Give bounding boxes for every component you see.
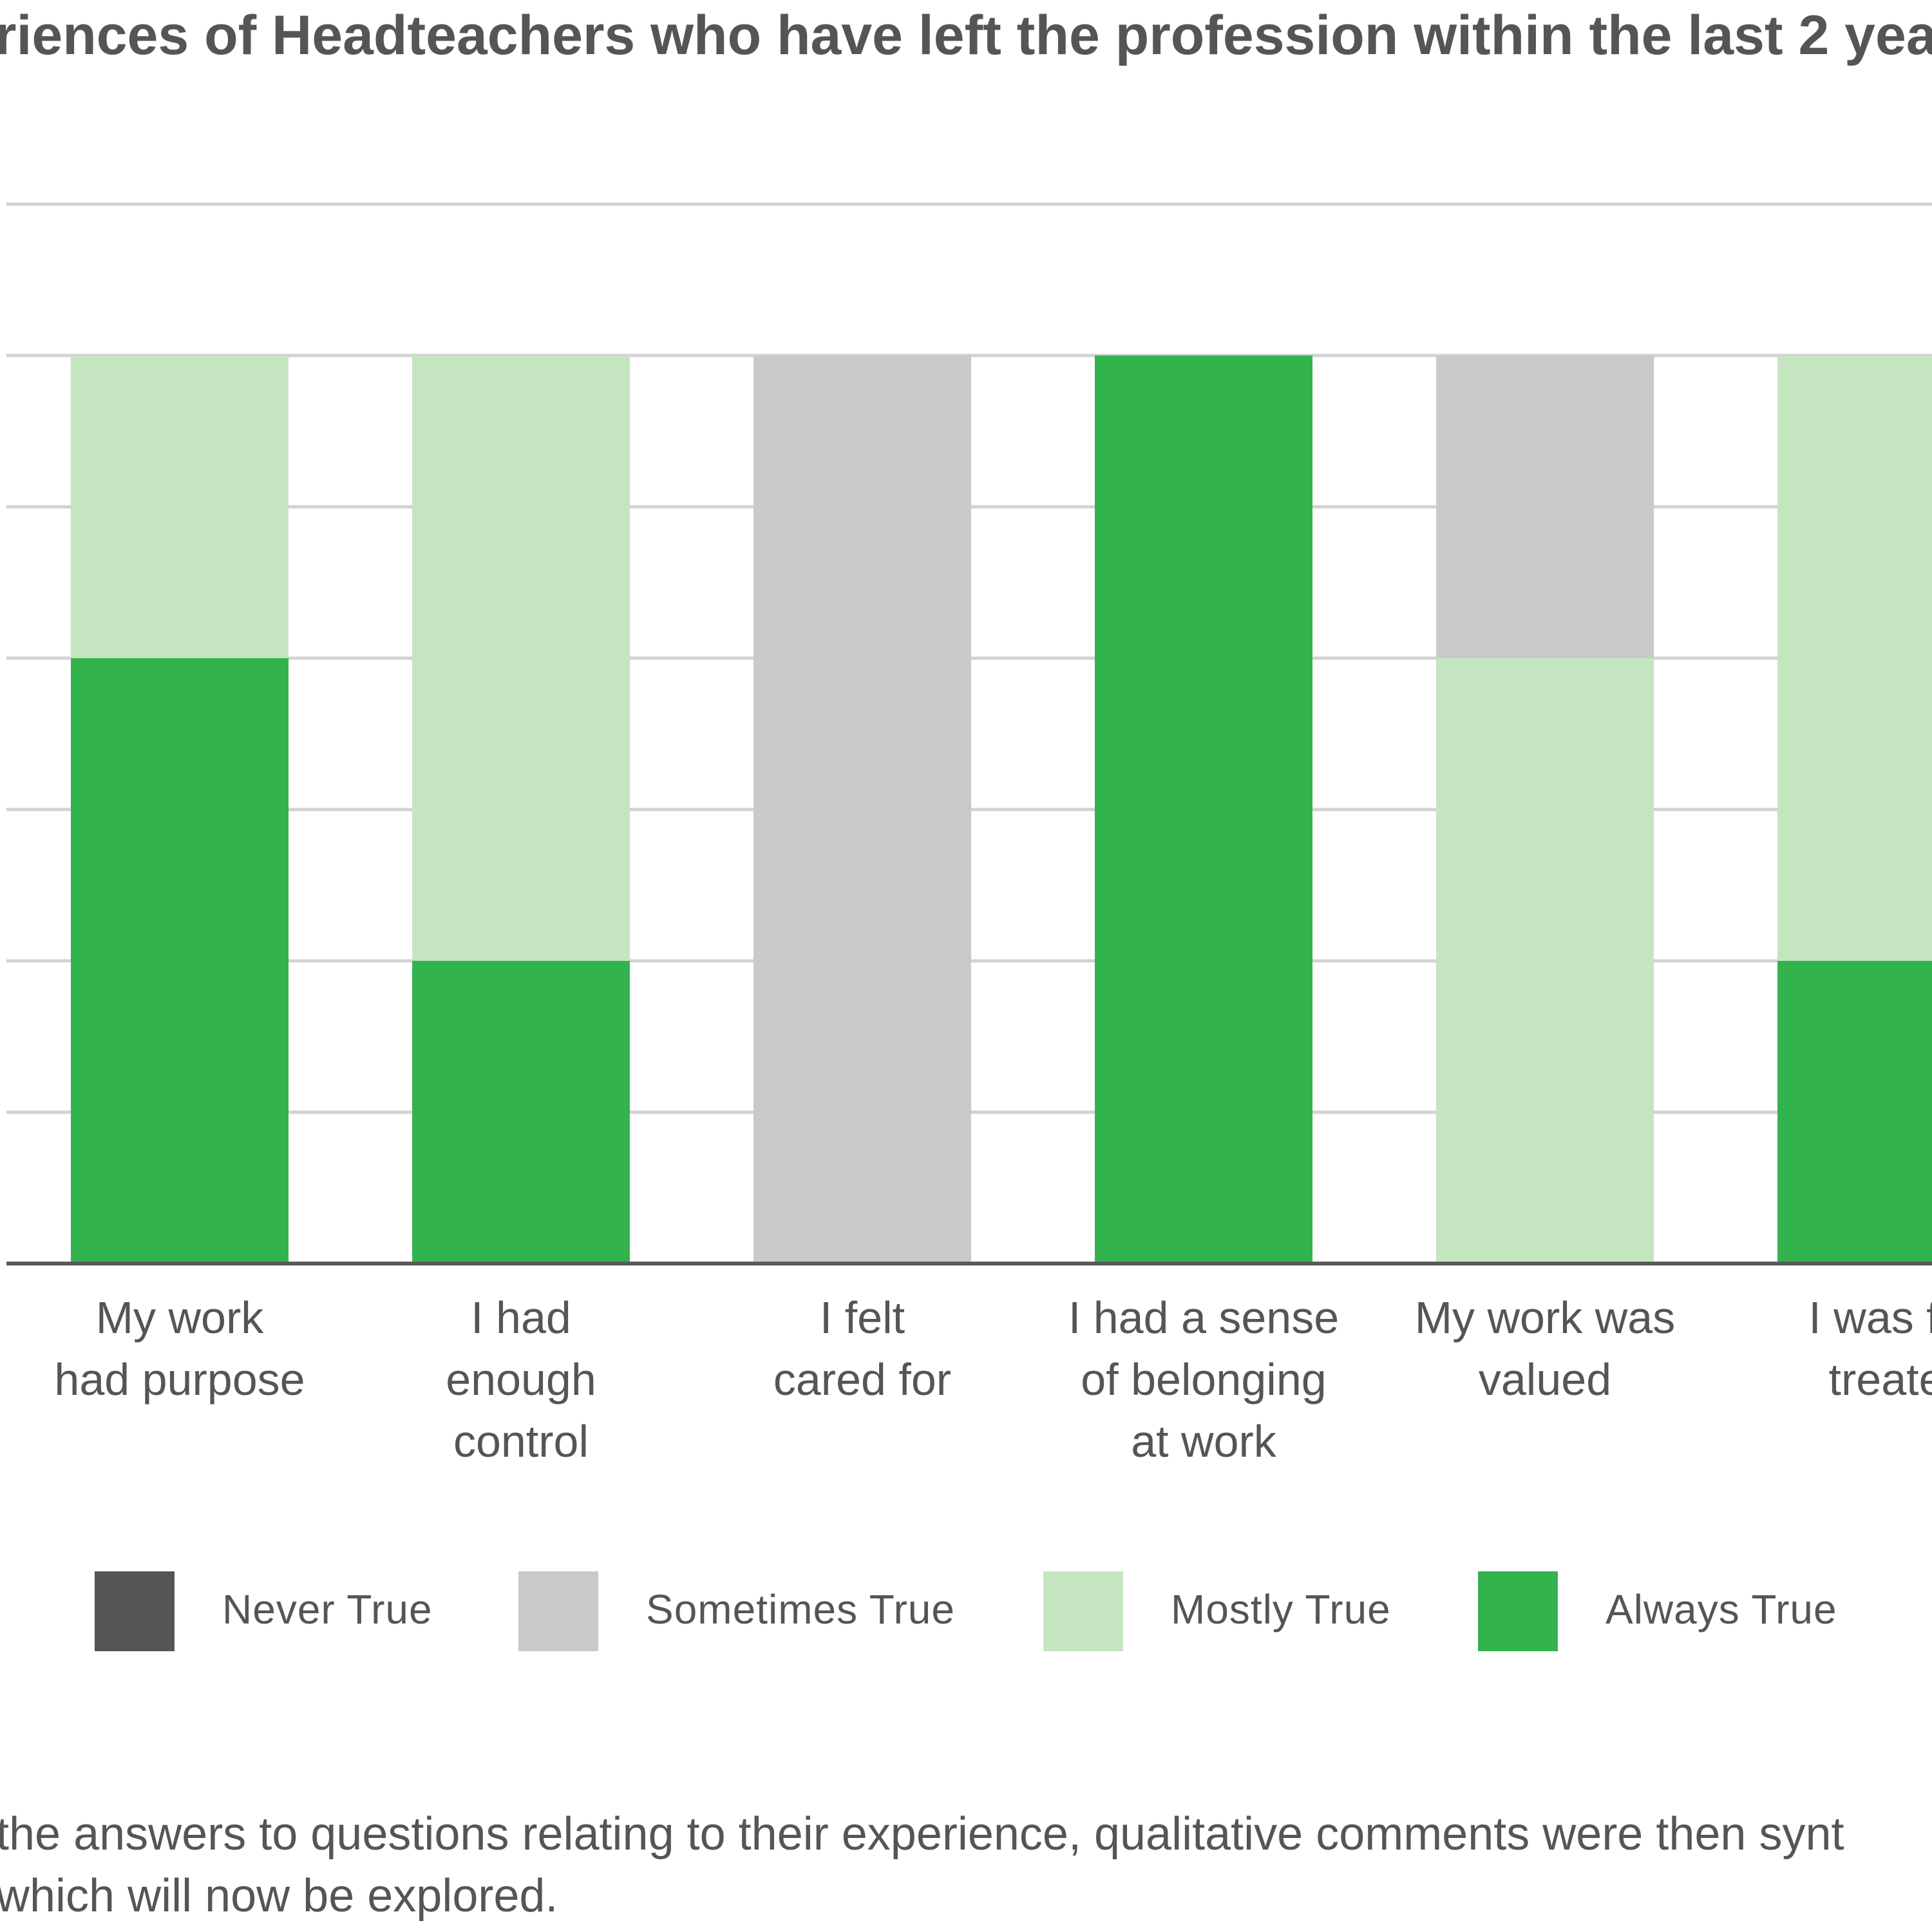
bar-segment-always-true (1777, 961, 1932, 1264)
category-label-line: had purpose (54, 1354, 305, 1405)
legend-label: Never True (222, 1586, 433, 1633)
category-label: I felt cared for (682, 1287, 1043, 1410)
legend-swatch (1043, 1571, 1123, 1651)
footer-line: the answers to questions relating to the… (0, 1808, 1844, 1860)
category-label-line: My work (95, 1293, 264, 1343)
bar-segment-mostly-true (1777, 355, 1932, 961)
bar-segment-mostly-true (1436, 658, 1654, 1264)
bar-segment-always-true (1095, 355, 1312, 1264)
bar-segment-mostly-true (412, 355, 630, 961)
category-label-line: I had (471, 1293, 571, 1343)
category-label-line: control (453, 1416, 589, 1466)
bar-segment-sometimes-true (1436, 355, 1654, 658)
category-label: I had a sense of belonging at work (1023, 1287, 1384, 1472)
category-label-line: at work (1131, 1416, 1276, 1466)
category-label-line: My work was (1414, 1293, 1676, 1343)
category-label: I had enough control (341, 1287, 701, 1472)
category-label-line: I had a sense (1068, 1293, 1340, 1343)
category-label-line: I felt (819, 1293, 905, 1343)
legend-swatch (1478, 1571, 1558, 1651)
legend-swatch (95, 1571, 175, 1651)
bar-segment-mostly-true (71, 355, 289, 658)
category-label-line: I was fa (1808, 1293, 1932, 1343)
bar-segment-always-true (71, 658, 289, 1264)
category-label: I was fa treate (1706, 1287, 1932, 1410)
stacked-bar-chart (6, 202, 1932, 1265)
bar-segment-always-true (412, 961, 630, 1264)
bar-segment-sometimes-true (753, 355, 971, 1264)
category-label-line: enough (446, 1354, 596, 1405)
category-label-line: valued (1478, 1354, 1612, 1405)
category-label-line: treate (1828, 1354, 1932, 1405)
category-label: My work had purpose (0, 1287, 360, 1410)
category-label-line: of belonging (1081, 1354, 1327, 1405)
chart-title: riences of Headteachers who have left th… (0, 5, 1932, 66)
footer-line: which will now be explored. (0, 1870, 558, 1922)
legend-label: Always True (1605, 1586, 1837, 1633)
legend-label: Mostly True (1171, 1586, 1391, 1633)
footer-text: the answers to questions relating to the… (0, 1803, 1844, 1927)
legend-swatch (518, 1571, 598, 1651)
category-label-line: cared for (773, 1354, 952, 1405)
legend-label: Sometimes True (646, 1586, 955, 1633)
category-label: My work was valued (1365, 1287, 1725, 1410)
bars (71, 355, 1932, 1264)
